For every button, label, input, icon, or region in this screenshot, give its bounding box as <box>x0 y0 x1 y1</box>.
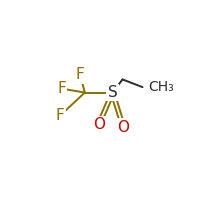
Text: CH₃: CH₃ <box>149 80 174 94</box>
Text: S: S <box>108 85 117 100</box>
Text: F: F <box>56 108 65 123</box>
Text: F: F <box>76 67 85 82</box>
Text: F: F <box>57 81 66 96</box>
Text: O: O <box>93 117 105 132</box>
Text: O: O <box>117 120 129 135</box>
